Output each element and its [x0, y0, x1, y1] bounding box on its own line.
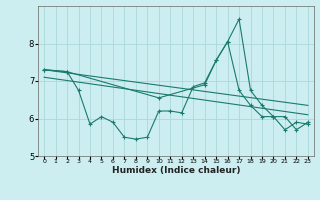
X-axis label: Humidex (Indice chaleur): Humidex (Indice chaleur): [112, 166, 240, 175]
